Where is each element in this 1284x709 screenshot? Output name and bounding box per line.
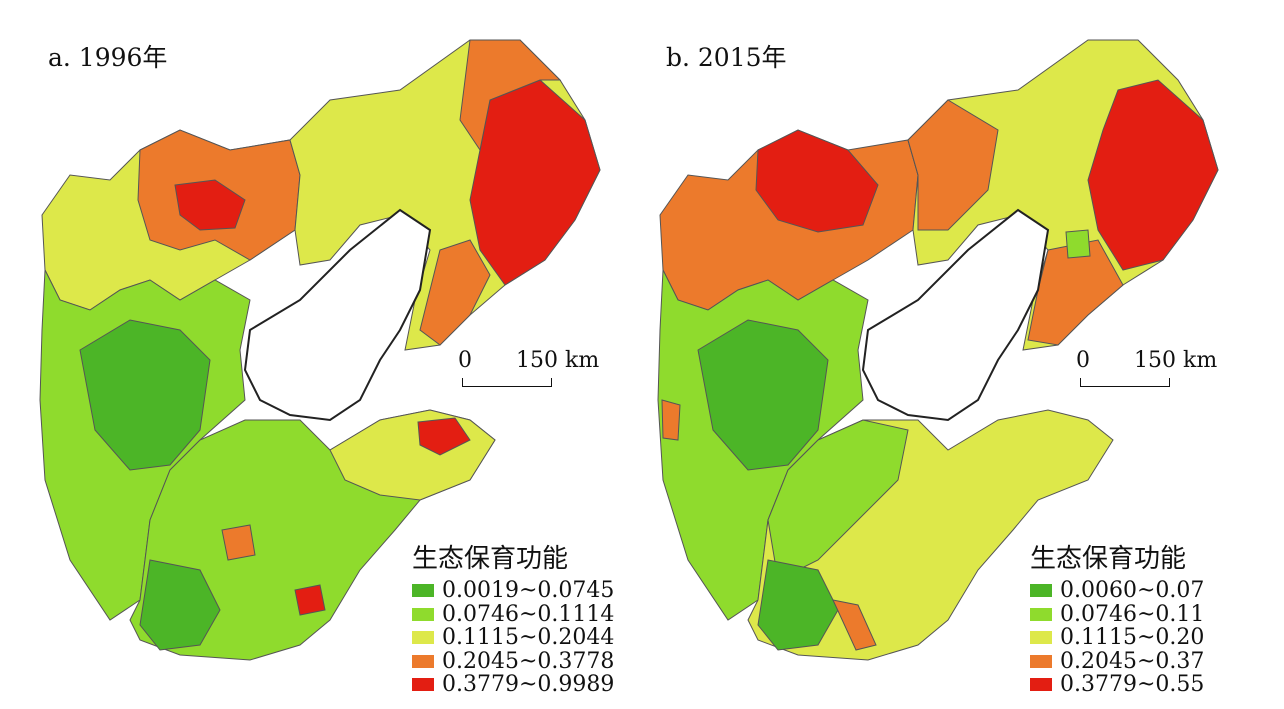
- choropleth-map-1996: [39, 39, 601, 661]
- legend-swatch: [412, 584, 434, 598]
- region-south-dark: [757, 559, 839, 651]
- region-peninsula-green: [1065, 229, 1091, 259]
- scale-bar-distance: 150 km: [516, 348, 600, 373]
- scale-bar: 0 150 km: [458, 348, 608, 388]
- region-shandong-red: [417, 417, 471, 456]
- region-south-dark: [139, 559, 221, 651]
- bohai-sea: [861, 208, 1050, 422]
- legend-item: 0.2045~0.37: [1028, 649, 1204, 674]
- panel-title-2015: b. 2015年: [666, 43, 787, 72]
- legend-item: 0.1115~0.2044: [410, 625, 614, 650]
- legend-swatch: [1030, 584, 1052, 598]
- scale-bar-line: [1080, 378, 1170, 387]
- region-north-red: [755, 129, 879, 233]
- region-north-red: [174, 179, 246, 231]
- legend-swatch: [412, 631, 434, 645]
- legend-swatch: [1030, 631, 1052, 645]
- scale-bar-line: [462, 378, 552, 387]
- legend-item: 0.0746~0.1114: [410, 602, 614, 627]
- legend-title: 生态保育功能: [1030, 544, 1187, 574]
- legend-item: 0.3779~0.9989: [410, 672, 614, 697]
- region-east-orange: [459, 39, 562, 152]
- legend-item: 0.2045~0.3778: [410, 649, 614, 674]
- region-northeast-orange: [907, 99, 999, 231]
- legend-swatch: [412, 607, 434, 621]
- scale-bar-zero: 0: [1076, 348, 1090, 373]
- map-panel-1996: a. 1996年 0 150 km 生态保育功能 0.0019~0.0745 0…: [0, 0, 620, 709]
- legend-swatch: [412, 678, 434, 692]
- legend-swatch: [1030, 607, 1052, 621]
- legend-item: 0.1115~0.20: [1028, 625, 1204, 650]
- choropleth-map-2015: [657, 39, 1219, 661]
- legend-item: 0.0746~0.11: [1028, 602, 1204, 627]
- legend-2015: 生态保育功能 0.0060~0.07 0.0746~0.11 0.1115~0.…: [1028, 538, 1204, 697]
- scale-bar: 0 150 km: [1076, 348, 1226, 388]
- bohai-sea: [243, 208, 432, 422]
- legend-swatch: [412, 654, 434, 668]
- region-west-dark: [79, 319, 211, 471]
- legend-title: 生态保育功能: [412, 544, 569, 574]
- legend-item: 0.0019~0.0745: [410, 578, 614, 603]
- region-east-red: [1087, 79, 1219, 271]
- region-west-dark: [697, 319, 829, 471]
- region-east-red: [469, 79, 601, 286]
- region-south-orange: [221, 524, 256, 561]
- scale-bar-distance: 150 km: [1134, 348, 1218, 373]
- legend-item: 0.3779~0.55: [1028, 672, 1204, 697]
- legend-swatch: [1030, 678, 1052, 692]
- panel-title-1996: a. 1996年: [48, 43, 168, 72]
- legend-swatch: [1030, 654, 1052, 668]
- legend-1996: 生态保育功能 0.0019~0.0745 0.0746~0.1114 0.111…: [410, 538, 614, 697]
- region-peninsula-orange: [419, 239, 491, 346]
- region-south-orange: [832, 599, 877, 651]
- legend-item: 0.0060~0.07: [1028, 578, 1204, 603]
- region-west-orange: [661, 399, 681, 441]
- map-panel-2015: b. 2015年 0 150 km 生态保育功能 0.0060~0.07 0.0…: [618, 0, 1238, 709]
- region-peninsula-orange: [1027, 239, 1124, 346]
- scale-bar-zero: 0: [458, 348, 472, 373]
- region-shandong-green: [767, 419, 909, 581]
- region-south-red: [294, 584, 326, 616]
